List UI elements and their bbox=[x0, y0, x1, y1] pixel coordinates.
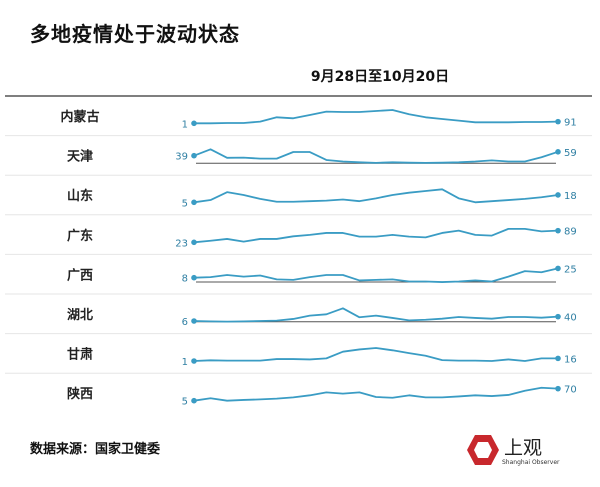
end-point bbox=[555, 118, 561, 125]
row-label-0: 内蒙古 bbox=[60, 109, 99, 125]
row-label-1: 天津 bbox=[67, 149, 93, 165]
end-point bbox=[555, 149, 561, 155]
date-range-subtitle: 9月28日至10月20日 bbox=[310, 69, 450, 85]
start-point bbox=[191, 274, 197, 281]
row-label-4: 广西 bbox=[67, 267, 93, 283]
sparkline-内蒙古 bbox=[194, 109, 559, 125]
end-point bbox=[555, 385, 561, 392]
row-label-7: 陕西 bbox=[67, 386, 93, 402]
sparkline-湖北 bbox=[193, 307, 559, 323]
row-label-5: 湖北 bbox=[67, 308, 93, 323]
start-value-label: 5 bbox=[182, 198, 188, 209]
row-label-6: 甘肃 bbox=[67, 347, 93, 363]
row-label-3: 广东 bbox=[67, 228, 93, 244]
start-value-label: 23 bbox=[175, 238, 188, 249]
end-value-label: 16 bbox=[564, 354, 577, 365]
end-value-label: 59 bbox=[564, 148, 577, 159]
start-point bbox=[191, 397, 197, 404]
start-value-label: 8 bbox=[182, 274, 188, 285]
start-point bbox=[191, 239, 197, 246]
end-value-label: 91 bbox=[564, 118, 577, 129]
end-point bbox=[555, 227, 561, 234]
sparkline-陕西 bbox=[193, 386, 559, 402]
end-value-label: 18 bbox=[564, 191, 577, 202]
start-point bbox=[191, 199, 197, 206]
logo-subtext: Shanghai Observer bbox=[502, 459, 560, 466]
shanghai-observer-logo: 上观 Shanghai Observer bbox=[466, 433, 566, 473]
end-value-label: 40 bbox=[564, 313, 577, 324]
sparkline-广东 bbox=[193, 227, 559, 244]
start-point bbox=[191, 120, 197, 127]
start-value-label: 39 bbox=[175, 152, 188, 163]
start-value-label: 6 bbox=[182, 317, 188, 328]
start-point bbox=[191, 152, 197, 159]
start-value-label: 5 bbox=[182, 397, 188, 408]
end-point bbox=[555, 192, 561, 198]
sparkline-天津 bbox=[193, 148, 559, 164]
chart-title: 多地疫情处于波动状态 bbox=[30, 22, 240, 46]
row-label-2: 山东 bbox=[67, 188, 93, 204]
start-point bbox=[191, 358, 197, 364]
sparkline-甘肃 bbox=[193, 347, 558, 362]
end-point bbox=[555, 355, 561, 362]
start-value-label: 1 bbox=[182, 357, 188, 368]
end-point bbox=[555, 265, 561, 272]
sparkline-广西 bbox=[193, 267, 559, 283]
hexagon-logo-icon bbox=[467, 435, 499, 465]
start-point bbox=[191, 318, 197, 324]
end-value-label: 70 bbox=[564, 385, 577, 396]
data-source: 数据来源：国家卫健委 bbox=[30, 442, 161, 457]
logo-text: 上观 bbox=[504, 437, 543, 459]
start-value-label: 1 bbox=[182, 119, 188, 130]
end-point bbox=[555, 313, 561, 320]
end-value-label: 89 bbox=[564, 227, 577, 238]
end-value-label: 25 bbox=[564, 264, 577, 275]
sparkline-山东 bbox=[193, 188, 559, 204]
